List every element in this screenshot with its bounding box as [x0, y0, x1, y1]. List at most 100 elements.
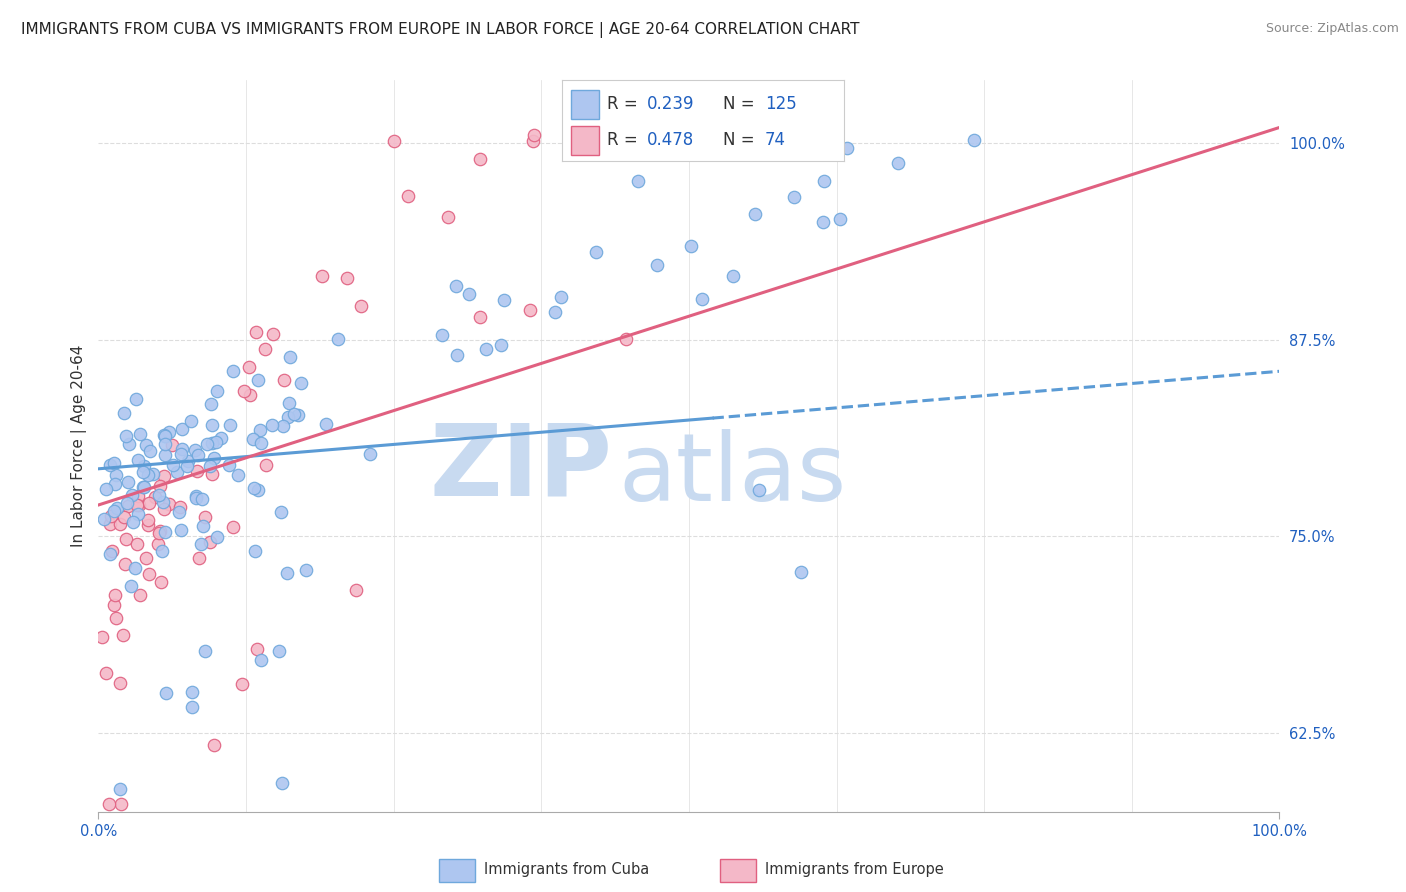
- Point: [127, 452, 149, 467]
- Point: [135, 438, 157, 452]
- Point: [489, 338, 512, 352]
- Point: [186, 465, 208, 479]
- Point: [108, 676, 131, 690]
- Point: [783, 189, 806, 203]
- Point: [104, 611, 127, 625]
- Point: [127, 489, 149, 503]
- Point: [117, 475, 139, 489]
- Point: [153, 469, 176, 483]
- Point: [127, 498, 149, 512]
- Point: [254, 458, 277, 472]
- Text: 74: 74: [765, 131, 786, 150]
- Point: [887, 155, 910, 169]
- Text: 0.478: 0.478: [647, 131, 695, 150]
- Point: [287, 408, 309, 422]
- Point: [790, 566, 813, 580]
- Point: [837, 140, 859, 154]
- Point: [117, 499, 139, 513]
- Point: [94, 482, 117, 496]
- Point: [283, 408, 305, 422]
- Point: [152, 502, 174, 516]
- Point: [157, 497, 180, 511]
- Point: [262, 327, 284, 342]
- Point: [170, 422, 193, 436]
- Point: [492, 293, 515, 307]
- Point: [315, 417, 337, 432]
- Point: [276, 566, 298, 580]
- Point: [254, 343, 277, 357]
- Point: [262, 417, 284, 432]
- Point: [146, 537, 169, 551]
- Point: [181, 699, 204, 714]
- Point: [436, 210, 458, 224]
- Point: [475, 342, 498, 356]
- Text: R =: R =: [607, 131, 644, 150]
- Point: [157, 425, 180, 440]
- Point: [592, 128, 614, 143]
- Point: [153, 436, 176, 450]
- Point: [149, 479, 172, 493]
- Point: [105, 501, 128, 516]
- Text: Immigrants from Europe: Immigrants from Europe: [765, 863, 943, 877]
- Point: [148, 488, 170, 502]
- Point: [142, 467, 165, 481]
- Point: [470, 152, 492, 166]
- Point: [104, 588, 127, 602]
- Point: [382, 134, 405, 148]
- Point: [93, 512, 115, 526]
- Point: [267, 644, 290, 658]
- Point: [186, 491, 208, 505]
- Point: [290, 376, 312, 391]
- Point: [231, 676, 253, 690]
- Point: [249, 423, 271, 437]
- Point: [127, 536, 149, 550]
- Point: [222, 364, 245, 378]
- Point: [190, 537, 212, 551]
- Point: [170, 524, 193, 538]
- Point: [112, 510, 135, 524]
- Point: [242, 432, 264, 446]
- Point: [273, 372, 295, 386]
- Point: [139, 443, 162, 458]
- Point: [249, 436, 271, 450]
- Point: [963, 133, 986, 147]
- Point: [90, 630, 112, 644]
- Point: [336, 270, 359, 285]
- Point: [522, 134, 544, 148]
- Point: [219, 417, 242, 432]
- Point: [155, 429, 177, 443]
- Point: [681, 238, 703, 252]
- Point: [246, 483, 269, 498]
- Point: [246, 641, 269, 656]
- Point: [359, 447, 381, 461]
- Point: [121, 488, 143, 502]
- Text: Immigrants from Cuba: Immigrants from Cuba: [484, 863, 650, 877]
- Point: [187, 449, 209, 463]
- Point: [748, 483, 770, 497]
- Text: atlas: atlas: [619, 429, 846, 521]
- Point: [744, 206, 766, 220]
- Text: IMMIGRANTS FROM CUBA VS IMMIGRANTS FROM EUROPE IN LABOR FORCE | AGE 20-64 CORREL: IMMIGRANTS FROM CUBA VS IMMIGRANTS FROM …: [21, 22, 859, 38]
- Point: [124, 561, 146, 575]
- Point: [176, 458, 198, 473]
- Point: [721, 269, 744, 284]
- Point: [243, 543, 266, 558]
- Point: [169, 504, 191, 518]
- Point: [132, 465, 155, 479]
- Point: [627, 174, 650, 188]
- Point: [98, 458, 121, 473]
- FancyBboxPatch shape: [571, 126, 599, 155]
- Point: [143, 490, 166, 504]
- Point: [446, 349, 468, 363]
- Point: [132, 458, 155, 473]
- Point: [135, 550, 157, 565]
- Point: [278, 396, 301, 410]
- Point: [162, 458, 184, 472]
- Point: [571, 128, 593, 143]
- Point: [148, 526, 170, 541]
- Point: [115, 496, 138, 510]
- Point: [575, 128, 598, 143]
- Point: [226, 468, 249, 483]
- FancyBboxPatch shape: [571, 90, 599, 119]
- Point: [155, 686, 177, 700]
